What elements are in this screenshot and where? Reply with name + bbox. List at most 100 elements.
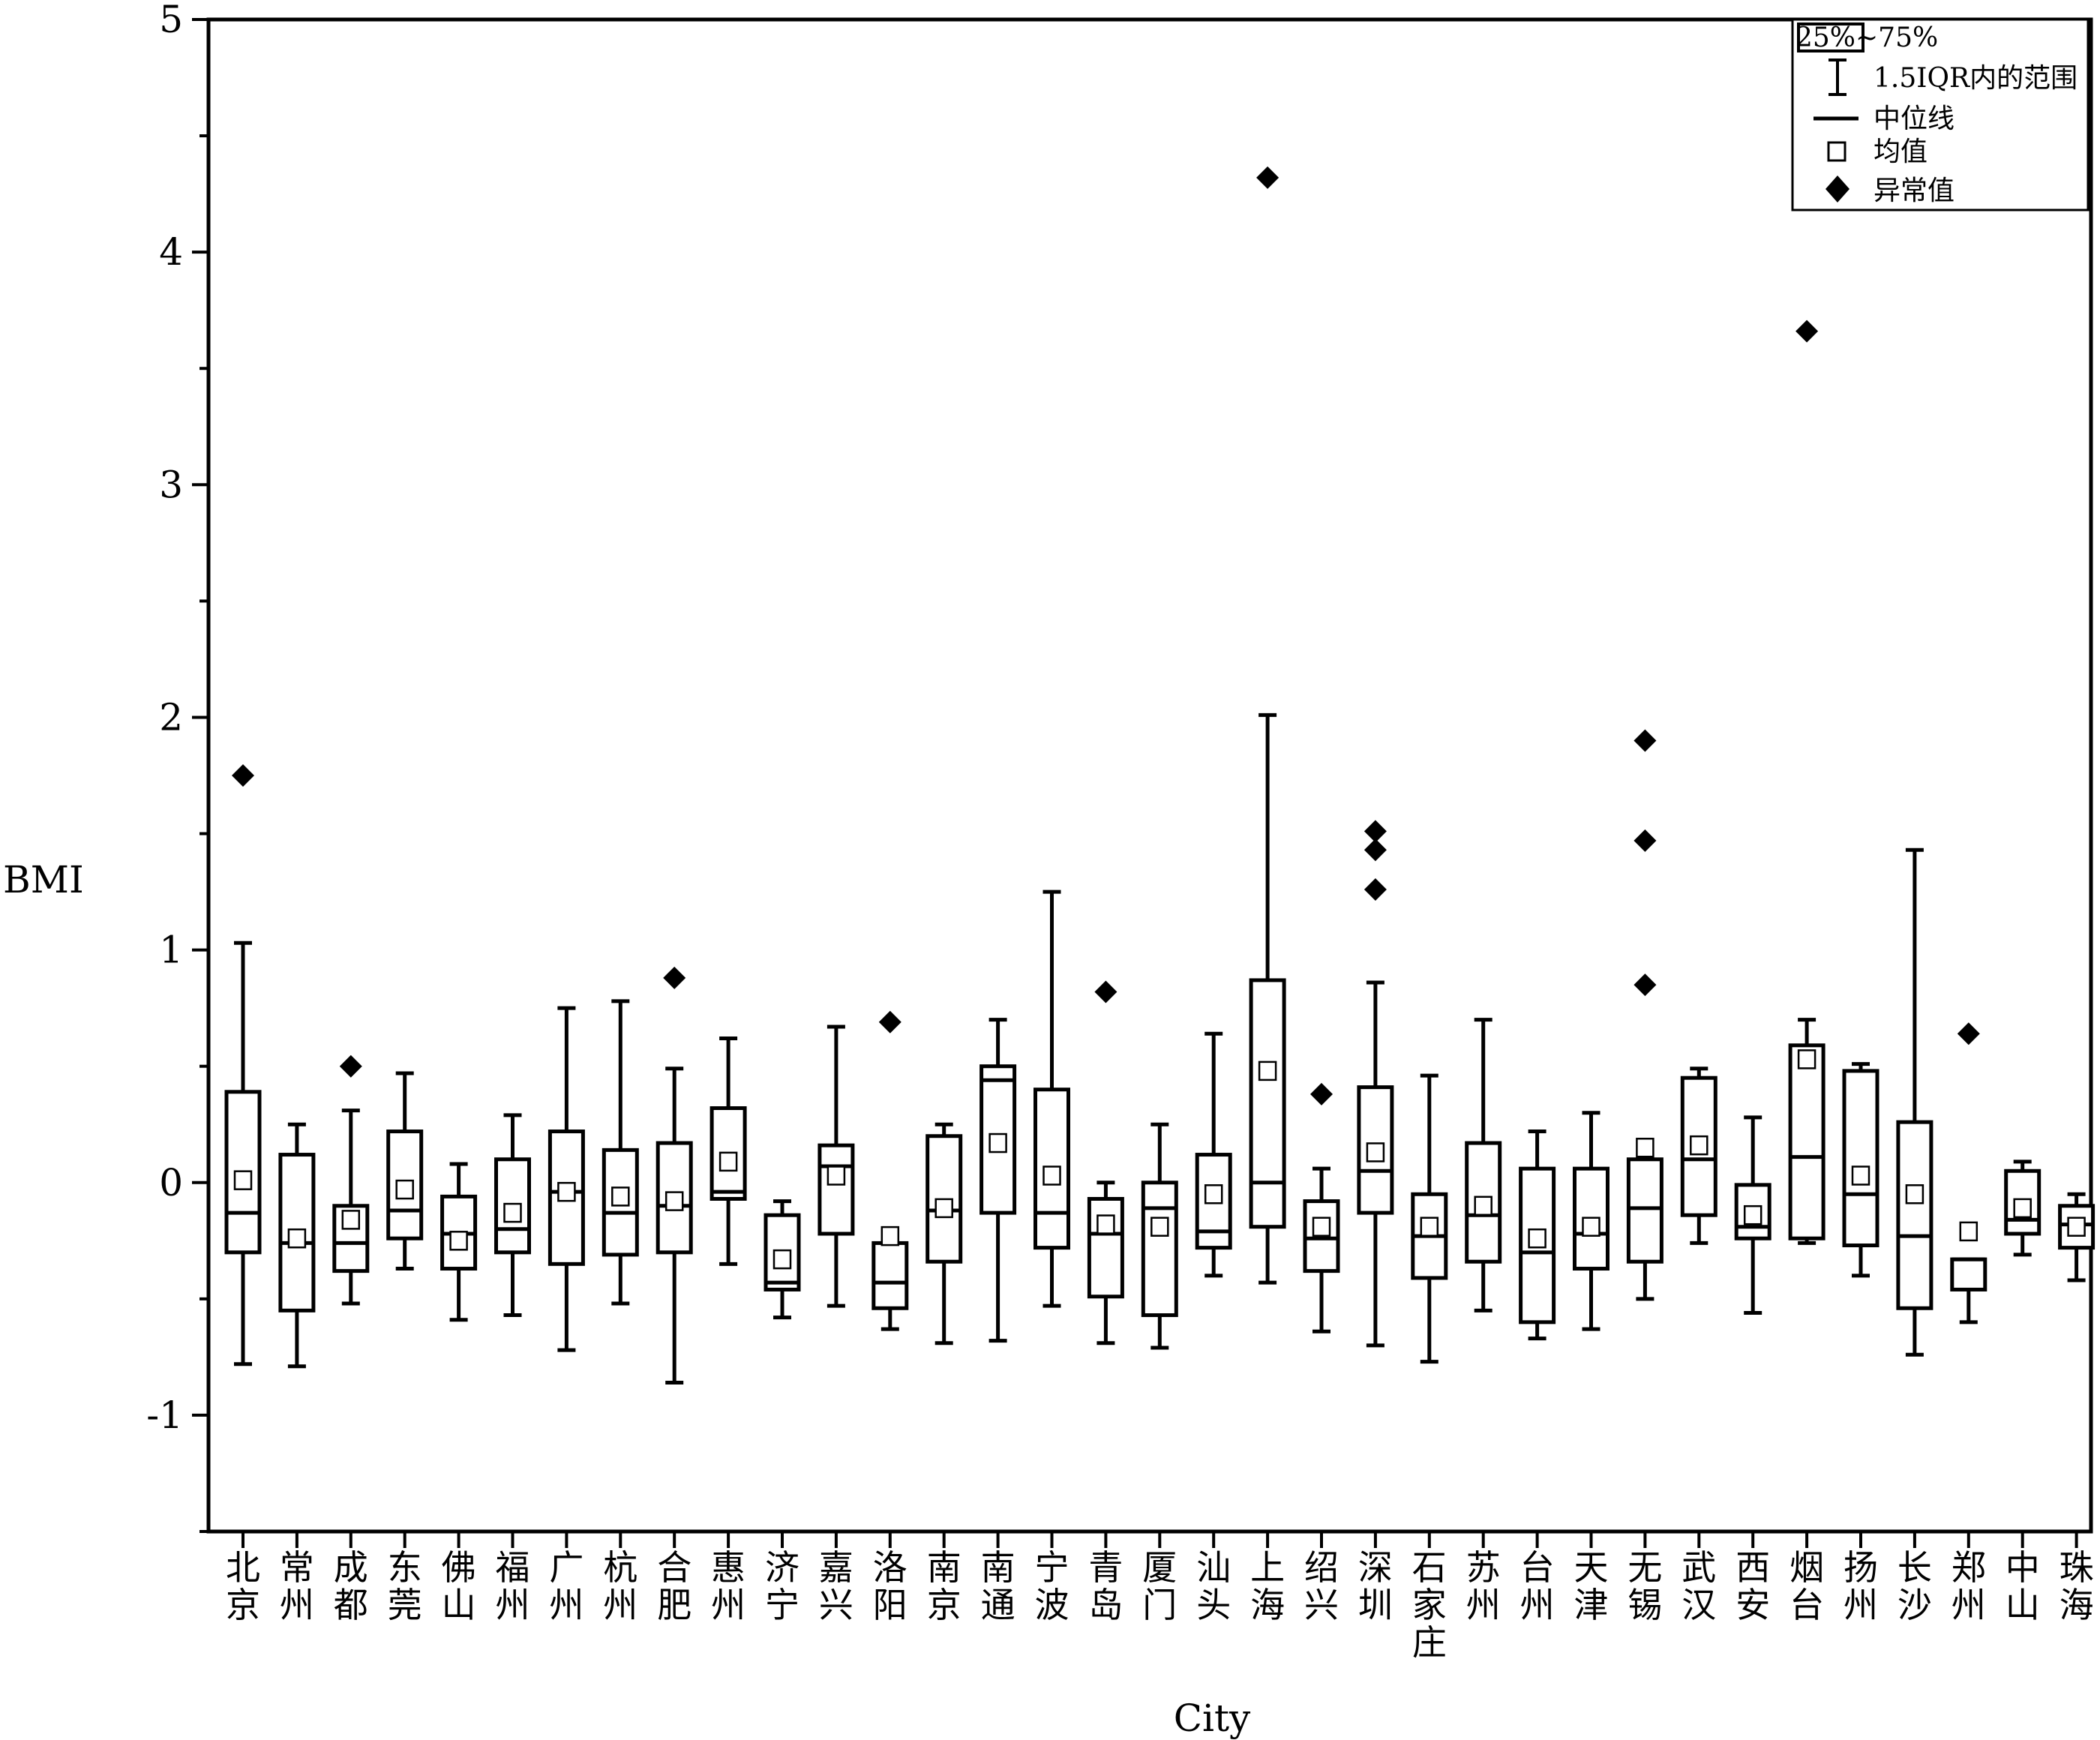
mean-marker: [1042, 1166, 1061, 1186]
outlier-marker: [1364, 820, 1387, 843]
legend-mean-symbol: [1827, 141, 1846, 162]
x-tick-label: 郑州: [1952, 1547, 1986, 1625]
box-group: [656, 966, 693, 1385]
box-group: [278, 1122, 316, 1369]
mean-marker: [395, 1179, 414, 1200]
outlier-marker: [1364, 838, 1387, 862]
box-group: [224, 764, 262, 1366]
outlier-marker: [1094, 980, 1118, 1004]
x-tick-label: 宁波: [1035, 1547, 1070, 1625]
x-tick-label: 石家庄: [1412, 1547, 1447, 1663]
box-group: [1950, 1022, 1988, 1324]
mean-marker: [880, 1226, 900, 1246]
x-tick-label: 福州: [496, 1547, 530, 1625]
iqr-box: [224, 1090, 262, 1255]
x-tick-label: 惠州: [711, 1547, 746, 1625]
y-tick-label: 0: [159, 1161, 183, 1204]
mean-marker: [1420, 1216, 1439, 1237]
mean-marker: [1312, 1216, 1331, 1237]
outlier-marker: [1634, 829, 1657, 852]
x-tick-label: 青岛: [1088, 1547, 1123, 1625]
mean-marker: [1150, 1216, 1169, 1237]
mean-marker: [287, 1228, 307, 1249]
x-tick-label: 烟台: [1790, 1547, 1824, 1625]
mean-marker: [1204, 1184, 1223, 1204]
box-group: [710, 1036, 747, 1266]
x-tick-label: 合肥: [657, 1547, 692, 1625]
mean-marker: [449, 1231, 468, 1251]
iqr-box: [1087, 1196, 1124, 1299]
mean-marker: [233, 1170, 253, 1190]
box-group: [1411, 1073, 1448, 1364]
legend-outlier-label: 异常值: [1874, 176, 1954, 206]
box-group: [1573, 1111, 1610, 1331]
x-tick-label: 北京: [226, 1547, 260, 1625]
box-group: [1087, 980, 1124, 1346]
x-tick-label: 济宁: [765, 1547, 800, 1625]
legend-outlier-symbol: [1826, 176, 1850, 202]
iqr-box: [1842, 1069, 1880, 1248]
box-group: [548, 1006, 585, 1352]
mean-marker: [934, 1198, 953, 1219]
x-tick-label: 扬州: [1844, 1547, 1878, 1625]
y-axis-title: BMI: [3, 858, 84, 902]
x-tick-label: 南京: [927, 1547, 962, 1625]
x-tick-label: 洛阳: [873, 1547, 908, 1625]
iqr-box: [764, 1213, 801, 1292]
box-group: [1788, 320, 1826, 1245]
x-tick-label: 绍兴: [1304, 1547, 1339, 1625]
x-tick-label: 成都: [334, 1547, 368, 1625]
legend-whisker-symbol: [1828, 58, 1846, 96]
box-group: [1465, 1018, 1502, 1312]
mean-marker: [1797, 1049, 1816, 1070]
x-tick-label: 佛山: [442, 1547, 476, 1625]
box-group: [1034, 890, 1070, 1308]
mean-marker: [1690, 1135, 1708, 1156]
box-series: [224, 166, 2096, 1385]
iqr-box: [494, 1157, 531, 1255]
box-group: [1842, 1062, 1880, 1278]
iqr-box: [1788, 1043, 1826, 1240]
iqr-box: [818, 1143, 855, 1236]
box-group: [1195, 1031, 1232, 1278]
mean-marker: [1851, 1166, 1870, 1186]
x-tick-label: 常州: [280, 1547, 314, 1625]
x-axis-title: City: [1174, 1696, 1251, 1740]
iqr-box: [1465, 1141, 1502, 1264]
legend-median-label: 中位线: [1874, 104, 1954, 134]
legend-box-label: 25%~75%: [1796, 22, 1938, 53]
x-tick-label: 天津: [1574, 1547, 1609, 1625]
y-tick-label: 3: [159, 463, 183, 506]
axes: -1 0 1 2 3 4 5: [146, 0, 2093, 1548]
mean-marker: [1528, 1228, 1546, 1249]
iqr-box: [1950, 1257, 1988, 1292]
x-tick-label: 南通: [981, 1547, 1016, 1625]
x-tick-label: 上海: [1250, 1547, 1285, 1625]
legend-mean-label: 均值: [1874, 136, 1928, 167]
x-tick-label: 厦门: [1142, 1547, 1177, 1625]
mean-marker: [826, 1166, 846, 1186]
x-tick-label: 苏州: [1466, 1547, 1501, 1625]
plot-frame: [206, 17, 2093, 1534]
x-tick-label: 西安: [1736, 1547, 1770, 1625]
outlier-marker: [1634, 974, 1657, 997]
mean-marker: [1743, 1204, 1762, 1226]
x-tick-label: 台州: [1520, 1547, 1555, 1625]
y-tick-label: 4: [159, 230, 183, 274]
x-category-labels: 北京常州成都东莞佛山福州广州杭州合肥惠州济宁嘉兴洛阳南京南通宁波青岛厦门汕头上海…: [226, 1547, 2094, 1663]
box-group: [1249, 166, 1286, 1285]
x-tick-label: 中山: [2006, 1547, 2040, 1625]
box-group: [980, 1018, 1017, 1343]
mean-marker: [503, 1202, 522, 1223]
mean-marker: [557, 1181, 576, 1202]
mean-marker: [1905, 1184, 1924, 1204]
mean-marker: [1582, 1216, 1600, 1237]
box-group: [1141, 1122, 1178, 1350]
legend: 25%~75% 1.5IQR内的范围 中位线 均值 异常值: [1791, 18, 2090, 212]
legend-whisker-label: 1.5IQR内的范围: [1874, 63, 2078, 94]
x-tick-label: 汕头: [1196, 1547, 1231, 1625]
outlier-marker: [1957, 1022, 1980, 1046]
iqr-box: [332, 1204, 370, 1274]
mean-marker: [1366, 1142, 1385, 1162]
box-group: [1303, 1082, 1340, 1334]
